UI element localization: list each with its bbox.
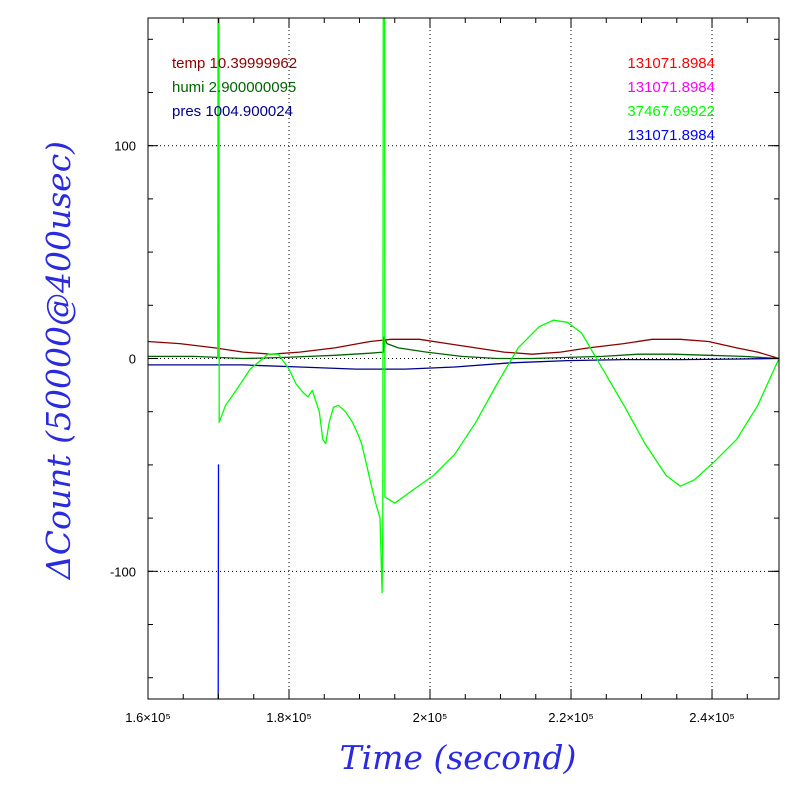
series-line	[148, 338, 779, 360]
tick-labels: 1.6×10⁵ 1.8×10⁵ 2×10⁵ 2.2×10⁵ 2.4×10⁵ 100 0 -10…	[110, 139, 735, 725]
x-axis-title: Time (second)	[340, 738, 577, 777]
y-tick-label: -100	[110, 564, 136, 579]
series-line	[148, 357, 779, 370]
left-annotation: temp 10.39999962	[172, 55, 297, 72]
x-tick-label: 2×10⁵	[413, 710, 448, 725]
right-annotation: 131071.8984	[627, 79, 715, 96]
y-tick-label: 0	[129, 352, 136, 367]
grid-lines	[148, 18, 779, 699]
x-tick-label: 2.4×10⁵	[689, 710, 735, 725]
left-annotation: humi 2.900000095	[172, 79, 296, 96]
left-annotation: pres 1004.900024	[172, 103, 293, 120]
right-annotation: 131071.8984	[627, 55, 715, 72]
x-tick-label: 2.2×10⁵	[548, 710, 594, 725]
right-annotation: 131071.8984	[627, 127, 715, 144]
series-line	[217, 18, 779, 594]
series-lines	[148, 18, 779, 699]
x-tick-label: 1.6×10⁵	[125, 710, 171, 725]
y-axis-title: ΔCount (50000@400usec)	[39, 141, 78, 581]
series-line	[217, 464, 220, 699]
axis-ticks	[147, 18, 779, 699]
series-line	[148, 336, 779, 360]
y-tick-label: 100	[114, 139, 136, 154]
right-annotation: 37467.69922	[627, 103, 715, 120]
x-tick-label: 1.8×10⁵	[266, 710, 312, 725]
legend-annotations: temp 10.39999962 humi 2.900000095 pres 100…	[172, 55, 715, 144]
